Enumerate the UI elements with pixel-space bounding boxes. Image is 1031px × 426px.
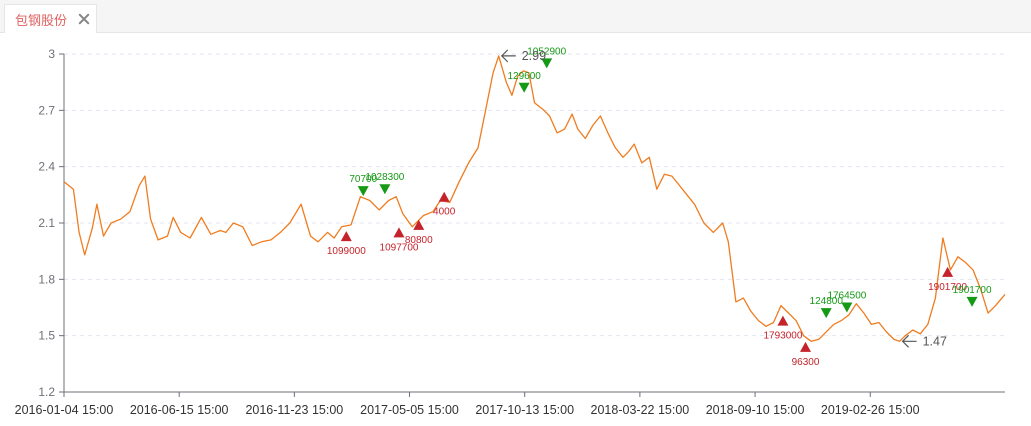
- sell-marker: [379, 184, 391, 195]
- x-tick-label: 2017-05-05 15:00: [360, 403, 459, 417]
- y-tick-label: 1.8: [38, 272, 55, 286]
- sell-marker: [518, 82, 530, 93]
- sell-marker: [357, 186, 369, 197]
- buy-marker: [340, 231, 352, 242]
- x-tick-label: 2016-06-15 15:00: [130, 403, 229, 417]
- min-value-label: 1.47: [923, 334, 947, 348]
- y-tick-label: 2.7: [38, 103, 55, 117]
- sell-marker-label: 1052900: [527, 46, 566, 57]
- price-line: [63, 55, 1006, 342]
- y-tick-label: 2.1: [38, 216, 55, 230]
- x-tick-label: 2016-11-23 15:00: [245, 403, 343, 417]
- sell-marker-label: 1901700: [953, 285, 992, 296]
- y-tick-label: 3: [48, 47, 55, 61]
- buy-marker-label: 1793000: [763, 331, 802, 342]
- buy-marker: [413, 219, 425, 230]
- sell-marker: [541, 58, 553, 69]
- tab-baogang[interactable]: 包钢股份: [4, 4, 97, 33]
- buy-marker-label: 1901700: [928, 282, 967, 293]
- buy-marker: [393, 227, 405, 238]
- x-tick-label: 2016-01-04 15:00: [15, 403, 114, 417]
- buy-marker-label: 1099000: [327, 246, 366, 257]
- buy-marker-label: 1097700: [380, 242, 419, 253]
- tab-bar: 包钢股份: [0, 0, 1031, 33]
- x-tick-label: 2017-10-13 15:00: [475, 403, 574, 417]
- sell-marker-label: 1028300: [365, 172, 404, 183]
- buy-marker: [800, 341, 812, 352]
- x-tick-label: 2018-09-10 15:00: [706, 403, 805, 417]
- buy-marker: [942, 266, 954, 277]
- close-icon[interactable]: [77, 12, 91, 26]
- max-value-label: 2.99: [522, 49, 546, 63]
- y-tick-label: 2.4: [38, 160, 55, 174]
- buy-marker-label: 96300: [792, 357, 820, 368]
- sell-marker-label: 1764500: [827, 291, 866, 302]
- max-arrow: [500, 49, 516, 63]
- y-tick-label: 1.2: [38, 385, 55, 399]
- y-tick-label: 1.5: [38, 329, 55, 343]
- sell-marker-label: 70700: [349, 174, 377, 185]
- buy-marker-label: 80800: [405, 235, 433, 246]
- x-tick-label: 2018-03-22 15:00: [591, 403, 690, 417]
- x-tick-label: 2019-02-26 15:00: [821, 403, 920, 417]
- buy-marker: [777, 315, 789, 326]
- buy-marker-label: 4000: [433, 207, 456, 218]
- sell-marker: [966, 296, 978, 307]
- sell-marker: [841, 302, 853, 313]
- sell-marker-label: 124800: [810, 296, 844, 307]
- buy-marker: [438, 191, 450, 202]
- tab-label: 包钢股份: [15, 12, 68, 28]
- min-arrow: [901, 334, 917, 348]
- sell-marker-label: 129600: [507, 71, 541, 82]
- sell-marker: [820, 308, 832, 319]
- price-chart: 1.2 1.5 1.8 2.1 2.4 2.7 3 2016-01-04 15:00 2016-…: [15, 46, 1006, 417]
